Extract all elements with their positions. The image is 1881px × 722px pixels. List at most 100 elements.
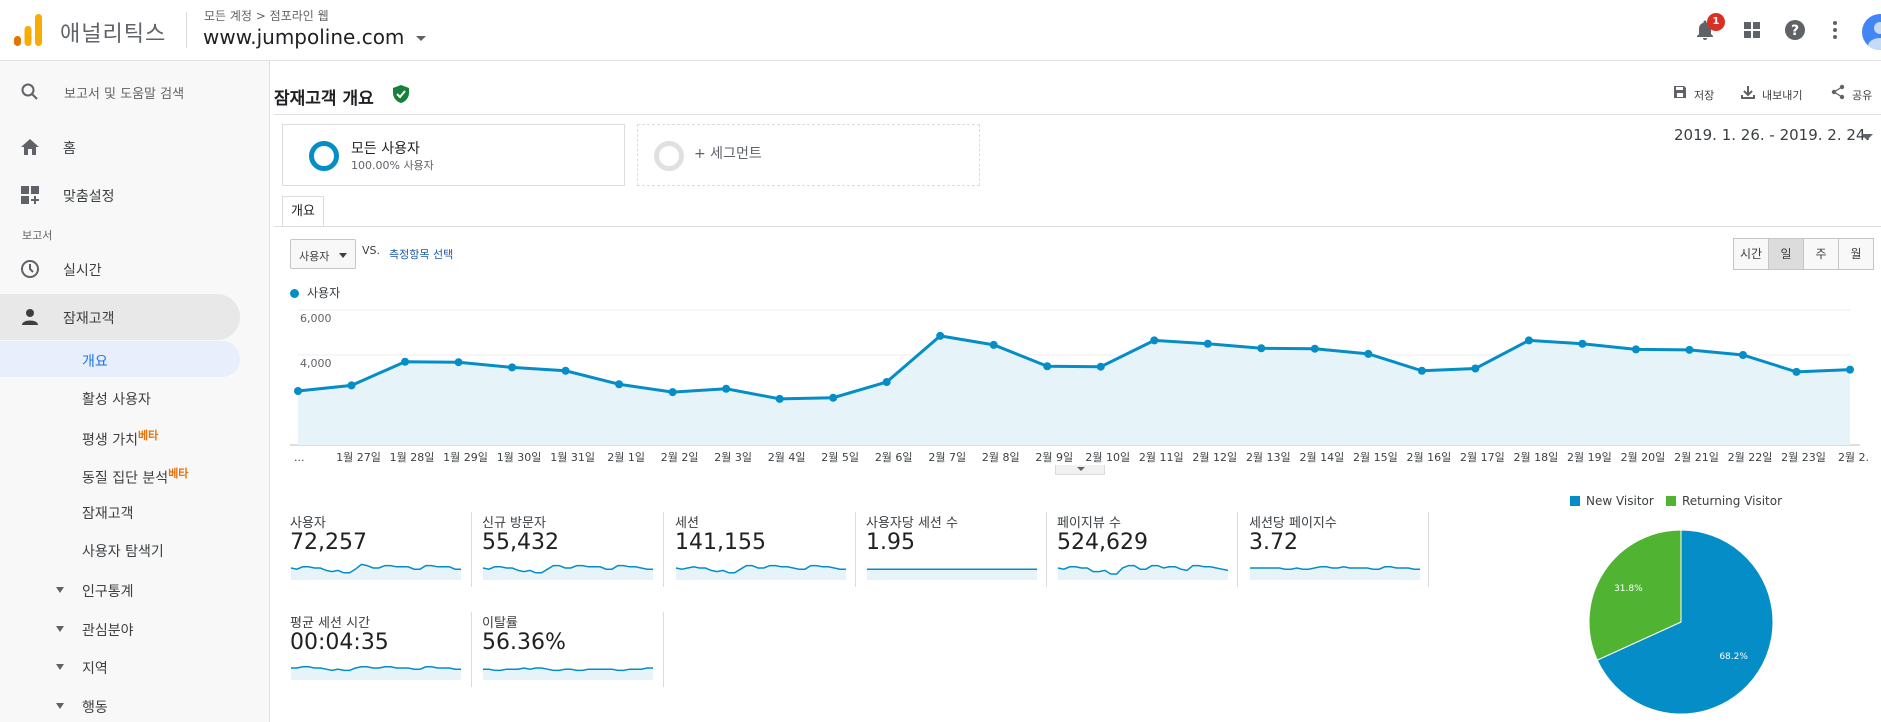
data-point[interactable] — [1364, 349, 1373, 358]
sidebar-subitem-user-explorer[interactable]: 사용자 탐색기 — [0, 531, 240, 567]
legend-dot-icon — [290, 289, 299, 298]
time-hour-button[interactable]: 시간 — [1733, 238, 1769, 270]
data-point[interactable] — [1578, 339, 1587, 348]
data-point[interactable] — [936, 331, 945, 340]
data-point[interactable] — [829, 393, 838, 402]
data-point[interactable] — [508, 363, 517, 372]
scorecard-label: 세션당 페이지수 — [1249, 516, 1337, 531]
time-day-button[interactable]: 일 — [1768, 238, 1804, 270]
data-point[interactable] — [775, 394, 784, 403]
pie-slice[interactable] — [1588, 529, 1682, 661]
add-segment-button[interactable]: + 세그먼트 — [637, 124, 980, 186]
analytics-logo-icon[interactable] — [14, 14, 42, 46]
chart-collapse-handle[interactable] — [1055, 465, 1105, 475]
scorecard[interactable]: 평균 세션 시간 00:04:35 — [290, 612, 480, 692]
share-button[interactable]: 공유 — [1830, 84, 1880, 104]
sidebar-item-customization[interactable]: 맞춤설정 — [0, 172, 240, 218]
scorecard[interactable]: 사용자 72,257 — [290, 512, 480, 592]
sidebar-item-realtime[interactable]: 실시간 — [0, 246, 240, 292]
chevron-down-icon[interactable] — [416, 36, 426, 41]
sidebar-subitem-cohort-analysis[interactable]: 동질 집단 분석베타 — [0, 455, 240, 491]
data-point[interactable] — [1310, 344, 1319, 353]
scorecard[interactable]: 세션 141,155 — [675, 512, 865, 592]
sidebar-item-audience[interactable]: 잠재고객 — [0, 294, 240, 340]
user-avatar[interactable] — [1862, 14, 1881, 50]
sidebar-subitem-lifetime-value[interactable]: 평생 가치베타 — [0, 417, 240, 453]
x-tick-label: 1월 29일 — [443, 450, 488, 464]
apps-grid-icon[interactable] — [1740, 18, 1764, 42]
scorecard-divider — [855, 512, 856, 587]
x-tick-label: 2월 23일 — [1781, 450, 1826, 464]
account-breadcrumb[interactable]: 모든 계정 > 점포라인 웹 — [204, 9, 329, 23]
data-point[interactable] — [1631, 345, 1640, 354]
scorecard[interactable]: 사용자당 세션 수 1.95 — [866, 512, 1056, 592]
sidebar-item-home[interactable]: 홈 — [0, 124, 240, 170]
data-point[interactable] — [1738, 351, 1747, 359]
scorecard[interactable]: 신규 방문자 55,432 — [482, 512, 672, 592]
data-point[interactable] — [615, 380, 624, 389]
sparkline-area — [1058, 565, 1228, 580]
y-tick-label: 4,000 — [300, 357, 332, 370]
select-metric-link[interactable]: 측정항목 선택 — [389, 248, 454, 261]
data-point[interactable] — [401, 357, 410, 366]
save-button[interactable]: 저장 — [1672, 84, 1732, 104]
sidebar-search[interactable]: 보고서 및 도움말 검색 — [0, 73, 270, 109]
data-point[interactable] — [1524, 336, 1533, 345]
help-icon[interactable]: ? — [1783, 18, 1807, 42]
time-week-button[interactable]: 주 — [1803, 238, 1839, 270]
x-tick-label: 1월 30일 — [497, 450, 542, 464]
sidebar-item-label: 실시간 — [63, 263, 102, 279]
data-point[interactable] — [347, 381, 356, 390]
data-point[interactable] — [1417, 366, 1426, 375]
data-point[interactable] — [882, 378, 891, 386]
data-point[interactable] — [1685, 345, 1694, 354]
x-tick-label: 2월 21일 — [1674, 450, 1719, 464]
scorecard[interactable]: 페이지뷰 수 524,629 — [1057, 512, 1247, 592]
date-range-picker[interactable]: 2019. 1. 26. - 2019. 2. 24. — [1674, 126, 1871, 144]
data-point[interactable] — [668, 388, 677, 397]
segment-all-users[interactable]: 모든 사용자 100.00% 사용자 — [282, 124, 625, 186]
visitor-type-pie-chart[interactable]: 68.2% 31.8% — [1585, 524, 1785, 720]
sidebar-expand-demographics[interactable]: 인구통계 — [0, 571, 240, 607]
data-point[interactable] — [722, 384, 731, 393]
metric-select[interactable]: 사용자 — [290, 239, 356, 269]
data-point[interactable] — [1257, 344, 1266, 353]
pie-legend-returning: Returning Visitor — [1666, 494, 1782, 508]
sidebar: 보고서 및 도움말 검색 홈 맞춤설정 보고서 실시간 잠재고객 개요 활성 사… — [0, 61, 270, 722]
app-title: 애널리틱스 — [60, 22, 167, 47]
data-point[interactable] — [1792, 367, 1801, 376]
export-button[interactable]: 내보내기 — [1740, 84, 1820, 104]
sidebar-expand-geo[interactable]: 지역 — [0, 648, 240, 684]
chevron-down-icon[interactable] — [1861, 134, 1873, 140]
x-tick-label: 2월 4일 — [768, 450, 806, 464]
property-selector[interactable]: www.jumpoline.com — [203, 25, 405, 49]
time-month-button[interactable]: 월 — [1838, 238, 1874, 270]
chevron-down-icon — [339, 253, 347, 258]
data-point[interactable] — [454, 358, 463, 367]
sidebar-subitem-active-users[interactable]: 활성 사용자 — [0, 379, 240, 415]
scorecard[interactable]: 이탈률 56.36% — [482, 612, 672, 692]
tab-overview[interactable]: 개요 — [282, 196, 324, 226]
pie-legend-label: Returning Visitor — [1682, 494, 1783, 508]
reports-section-label: 보고서 — [22, 229, 53, 242]
data-point[interactable] — [1150, 336, 1159, 345]
sidebar-subitem-label: 사용자 탐색기 — [82, 544, 164, 560]
sidebar-expand-interests[interactable]: 관심분야 — [0, 610, 240, 646]
data-point[interactable] — [989, 340, 998, 349]
legend-square-icon — [1666, 496, 1676, 506]
sidebar-subitem-overview[interactable]: 개요 — [0, 341, 240, 377]
data-point[interactable] — [1846, 365, 1854, 374]
more-vert-icon[interactable] — [1823, 18, 1847, 42]
sidebar-expand-behavior[interactable]: 행동 — [0, 687, 240, 722]
pie-slice[interactable] — [1596, 529, 1774, 715]
data-point[interactable] — [561, 366, 570, 375]
sidebar-item-label: 맞춤설정 — [63, 189, 115, 205]
sidebar-subitem-audiences[interactable]: 잠재고객 — [0, 493, 240, 529]
data-point[interactable] — [1203, 339, 1212, 348]
data-point[interactable] — [294, 387, 302, 395]
data-point[interactable] — [1043, 362, 1052, 371]
data-point[interactable] — [1471, 364, 1480, 373]
data-point[interactable] — [1096, 362, 1105, 371]
scorecard[interactable]: 세션당 페이지수 3.72 — [1249, 512, 1439, 592]
